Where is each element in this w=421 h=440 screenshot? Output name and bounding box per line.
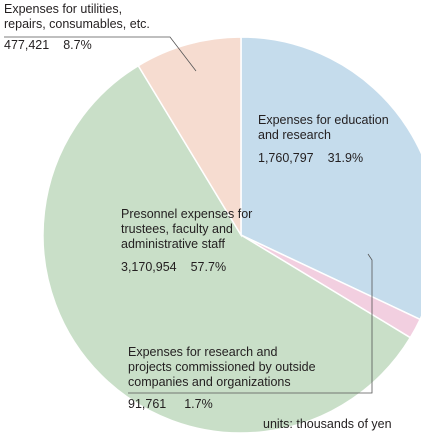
slice-label-commissioned-line-3: companies and organizations (128, 375, 291, 389)
units-note: units: thousands of yen (263, 417, 392, 431)
slice-label-education-line-1: Expenses for education (258, 113, 389, 127)
slice-value-personnel: 3,170,954 (121, 260, 177, 274)
slice-values-utilities: 477,421 8.7% (4, 38, 150, 53)
slice-values-personnel: 3,170,954 57.7% (121, 260, 252, 275)
slice-label-utilities: Expenses for utilities, repairs, consuma… (4, 2, 150, 53)
slice-value-education: 1,760,797 (258, 151, 314, 165)
pie-slice-education (240, 36, 421, 321)
slice-percent-personnel: 57.7% (190, 260, 227, 274)
slice-value-commissioned: 91,761 (128, 397, 167, 411)
slice-label-utilities-line-2: repairs, consumables, etc. (4, 17, 150, 31)
slice-label-education: Expenses for education and research 1,76… (258, 113, 389, 166)
slice-values-education: 1,760,797 31.9% (258, 151, 389, 166)
pie-slices (42, 36, 421, 434)
slice-percent-utilities: 8.7% (63, 38, 92, 52)
slice-label-personnel: Presonnel expenses for trustees, faculty… (121, 207, 252, 275)
slice-label-utilities-line-1: Expenses for utilities, (4, 2, 123, 16)
slice-label-commissioned-line-2: projects commissioned by outside (128, 360, 316, 374)
slice-label-personnel-line-1: Presonnel expenses for (121, 207, 253, 221)
slice-label-education-line-2: and research (258, 128, 331, 142)
leader-line-utilities (4, 36, 197, 72)
pie-slice-personnel (42, 64, 412, 434)
slice-values-commissioned: 91,761 1.7% (128, 397, 213, 412)
slice-label-commissioned: Expenses for research and projects commi… (128, 345, 316, 390)
pie-slice-utilities (137, 36, 242, 238)
slice-percent-commissioned: 1.7% (184, 397, 213, 411)
slice-label-personnel-line-2: trustees, faculty and (121, 222, 233, 236)
leader-line-commissioned (128, 253, 373, 394)
slice-value-utilities: 477,421 (4, 38, 50, 52)
slice-label-commissioned-line-1: Expenses for research and (128, 345, 278, 359)
slice-label-personnel-line-3: administrative staff (121, 237, 225, 251)
slice-percent-education: 31.9% (327, 151, 364, 165)
leader-lines (4, 36, 373, 394)
